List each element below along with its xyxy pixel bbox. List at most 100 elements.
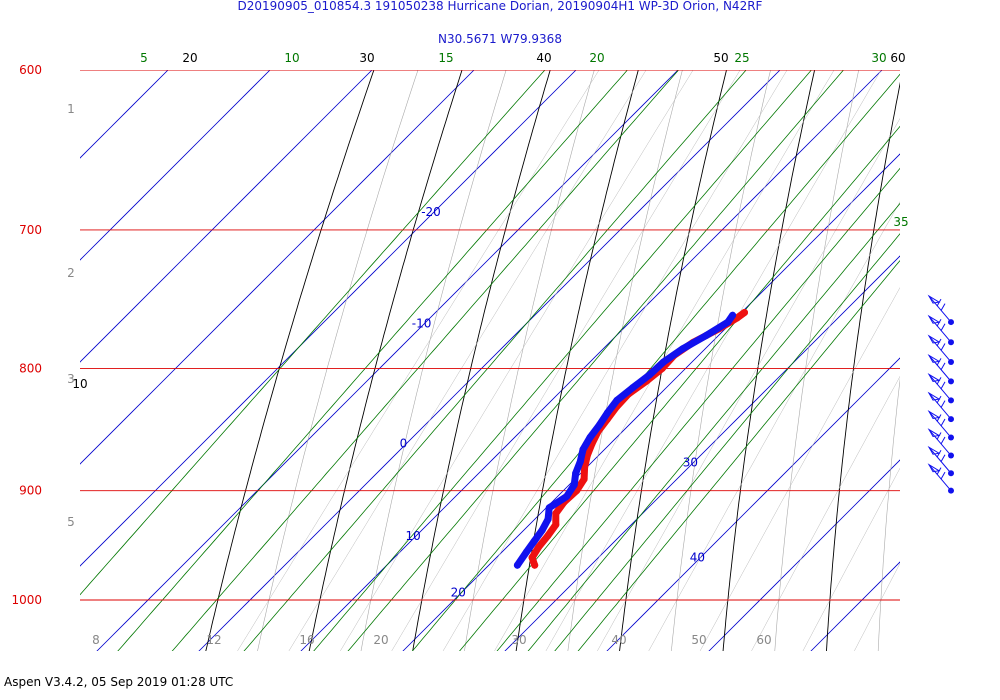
isotherm-label: 30	[683, 456, 698, 470]
mixing-ratio-line	[171, 70, 680, 651]
mixing-ratio-line	[496, 167, 900, 651]
mixing-ratio-line	[577, 260, 900, 651]
dry-adiabat-label: 40	[536, 51, 551, 65]
mixing-ratio-line	[554, 233, 900, 651]
wind-barb	[927, 463, 954, 494]
sounding-point	[570, 481, 578, 489]
bottom-scale-label: 40	[611, 633, 626, 647]
sounding-point	[702, 332, 710, 339]
isotherm-line	[96, 70, 679, 651]
pressure-tick-label: 700	[19, 223, 42, 237]
moist-adiabat-line	[699, 287, 900, 651]
mixing-ratio-label: 15	[438, 51, 453, 65]
wind-barb	[927, 445, 954, 477]
isotherm-line	[300, 70, 883, 651]
wind-barb	[927, 391, 954, 423]
dry-adiabat-line	[308, 70, 463, 651]
bottom-scale-label: 16	[299, 633, 314, 647]
sounding-point	[545, 504, 553, 512]
dry-adiabat-line	[205, 70, 375, 651]
wind-barb	[927, 410, 954, 441]
dry-adiabat-line	[722, 70, 816, 651]
dry-adiabat-line	[929, 0, 1000, 699]
sounding-point	[724, 318, 732, 326]
isotherm-label: 20	[451, 586, 466, 600]
mixing-ratio-label: 25	[734, 51, 749, 65]
bottom-scale-label: 12	[206, 633, 221, 647]
mixing-ratio-line	[527, 202, 900, 651]
moist-adiabat-line	[985, 0, 1000, 699]
mixing-ratio-line	[243, 70, 747, 651]
sounding-point	[579, 446, 587, 453]
sounding-point	[603, 409, 611, 417]
sounding-point	[629, 384, 637, 392]
sounding-point	[538, 526, 546, 534]
bottom-scale-label: 50	[691, 633, 706, 647]
isotherm-line	[80, 70, 577, 567]
sounding-point	[544, 532, 552, 540]
sounding-point	[552, 510, 560, 517]
sounding-point	[595, 421, 603, 429]
height-km-label: 2	[67, 266, 75, 280]
moist-adiabat-line	[391, 70, 741, 651]
mixing-ratio-label: 5	[140, 51, 148, 65]
sounding-point	[544, 515, 552, 523]
mixing-ratio-line	[459, 125, 900, 651]
moist-adiabat-line	[854, 562, 900, 651]
sounding-trace	[528, 309, 748, 569]
software-version-footer: Aspen V3.4.2, 05 Sep 2019 01:28 UTC	[4, 675, 234, 689]
moist-adiabat-line	[237, 70, 600, 651]
isotherm-label: -10	[412, 316, 432, 330]
wind-barb	[927, 428, 954, 459]
isotherm-line	[80, 70, 271, 261]
wind-barb	[927, 314, 954, 346]
sounding-point	[528, 554, 536, 562]
moist-adiabat-line	[442, 70, 788, 651]
sounding-point	[513, 561, 521, 569]
sounding-trace	[513, 311, 737, 569]
wind-barb	[927, 334, 954, 365]
sounding-point	[563, 492, 571, 500]
isotherm-line	[708, 459, 900, 651]
pressure-tick-label: 1000	[11, 593, 42, 607]
sounding-point	[613, 396, 621, 404]
isotherm-label: 40	[690, 551, 705, 565]
isotherm-line	[606, 357, 900, 651]
isotherm-line	[402, 153, 900, 651]
moist-adiabat-line	[648, 201, 900, 651]
dry-adiabat-line	[515, 70, 639, 651]
isotherm-label: -20	[421, 205, 441, 219]
sounding-point	[531, 561, 539, 569]
isotherm-line	[504, 255, 900, 651]
dry-adiabat-line	[567, 70, 683, 651]
sounding-point	[660, 358, 667, 366]
isotherm-line	[80, 70, 373, 363]
isotherm-line	[80, 70, 169, 159]
sounding-point	[580, 475, 588, 483]
dry-adiabat-label: 60	[890, 51, 905, 65]
sounding-point	[581, 463, 589, 471]
dry-adiabat-line	[412, 70, 551, 651]
moist-adiabat-line	[596, 118, 900, 651]
dry-adiabat-label: 20	[182, 51, 197, 65]
mixing-ratio-line	[347, 70, 845, 651]
isotherm-label: 10	[406, 529, 421, 543]
bottom-scale-label: 8	[92, 633, 100, 647]
dry-adiabat-line	[981, 0, 1000, 699]
dry-adiabat-line	[826, 81, 900, 651]
dry-adiabat-label: 50	[713, 51, 728, 65]
sounding-point	[586, 434, 594, 441]
mixing-ratio-line	[313, 70, 812, 651]
moist-adiabat-line	[802, 467, 900, 651]
moist-adiabat-line	[933, 0, 1000, 699]
wind-barb	[927, 372, 954, 404]
sounding-point	[646, 371, 653, 379]
sounding-point	[530, 537, 538, 545]
moist-adiabat-line	[288, 70, 647, 651]
sounding-point	[552, 521, 560, 529]
mixing-ratio-label: 20	[589, 51, 604, 65]
pressure-tick-label: 600	[19, 63, 42, 77]
dry-adiabat-line	[619, 70, 727, 651]
moist-adiabat-line	[494, 70, 835, 651]
